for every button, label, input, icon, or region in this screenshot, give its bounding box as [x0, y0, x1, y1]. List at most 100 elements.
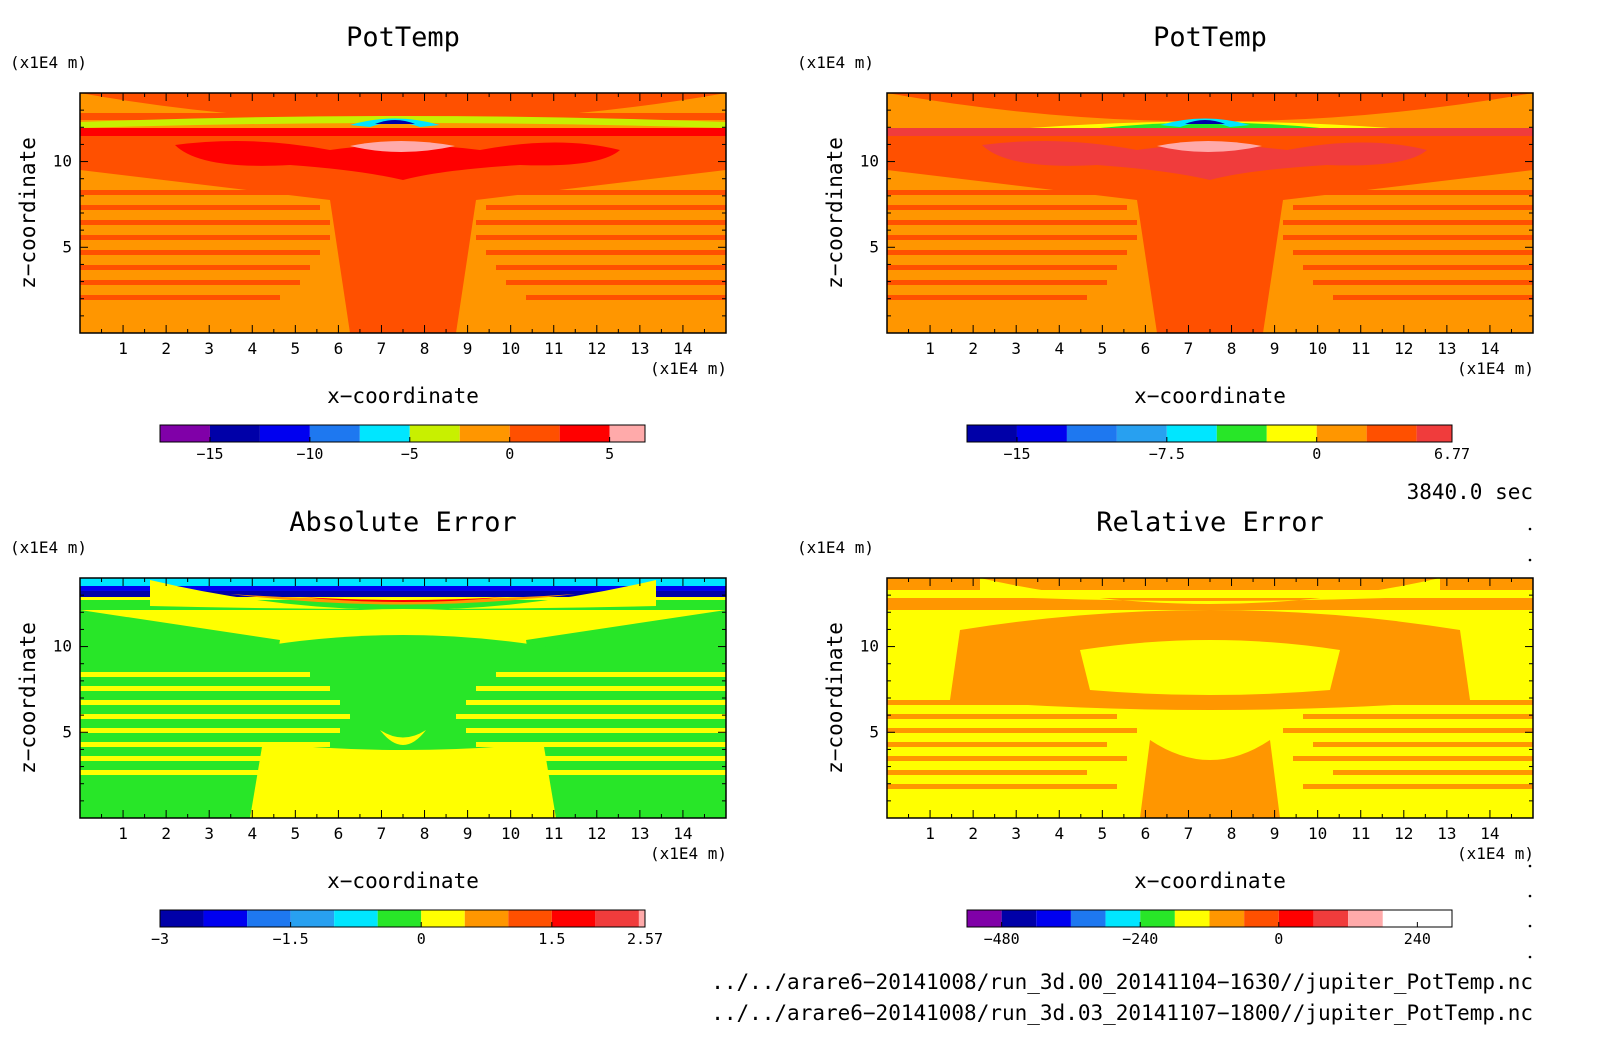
colorbar-segment	[377, 910, 422, 927]
y-tick-label: 10	[860, 637, 879, 656]
x-tick-label: 13	[1437, 824, 1456, 843]
x-tick-label: 8	[1227, 824, 1237, 843]
colorbar-segment	[160, 425, 210, 442]
colorbar-segment	[609, 425, 645, 442]
colorbar-segment	[1366, 425, 1417, 442]
panel-title: PotTemp	[346, 22, 460, 53]
x-tick-label: 11	[1351, 339, 1370, 358]
x-tick-label: 11	[544, 824, 563, 843]
x-tick-label: 6	[1141, 824, 1151, 843]
colorbar-segment	[551, 910, 596, 927]
x-tick-label: 14	[673, 824, 692, 843]
colorbar-tick-label: −5	[401, 445, 419, 463]
x-tick-label: 3	[1011, 339, 1021, 358]
field-arc-orange	[80, 93, 726, 122]
x-tick-label: 7	[377, 824, 387, 843]
x-axis-label: x−coordinate	[1134, 384, 1286, 408]
x-tick-label: 8	[420, 339, 430, 358]
panel-title: PotTemp	[1153, 22, 1267, 53]
colorbar-segment	[421, 910, 465, 927]
x-tick-label: 14	[1480, 339, 1499, 358]
x-tick-label: 7	[377, 339, 387, 358]
field-arc-orange	[887, 93, 1533, 122]
y-tick-label: 10	[860, 152, 879, 171]
x-tick-label: 4	[1054, 339, 1064, 358]
x-tick-label: 8	[420, 824, 430, 843]
time-label: 3840.0 sec	[1407, 480, 1533, 504]
colorbar-segment	[1278, 910, 1314, 927]
file-path-reference: ../../arare6−20141008/run_3d.00_20141104…	[711, 970, 1533, 994]
y-unit-label: (x1E4 m)	[10, 538, 87, 557]
colorbar-tick-label: −240	[1122, 930, 1158, 948]
colorbar-tick-label: 2.57	[627, 930, 663, 948]
colorbar-segment	[1316, 425, 1367, 442]
colorbar-segment	[464, 910, 509, 927]
field-blob-red	[175, 141, 620, 180]
y-unit-label: (x1E4 m)	[10, 53, 87, 72]
dot-column	[1528, 527, 1532, 959]
colorbar-segment	[1348, 910, 1383, 927]
field-band-navy	[80, 591, 726, 597]
x-tick-label: 4	[1054, 824, 1064, 843]
field-arc-cyan	[1160, 118, 1250, 127]
colorbar-tick-label: −480	[984, 930, 1020, 948]
colorbar-segment	[967, 910, 1002, 927]
colorbar-tick-label: 1.5	[538, 930, 565, 948]
colorbar-segment	[1244, 910, 1279, 927]
y-tick-label: 5	[869, 722, 879, 741]
field-band-green	[80, 600, 726, 610]
colorbar: −15 −7.5 0 6.77	[966, 424, 1470, 463]
field-stripes	[887, 700, 1533, 789]
field-center-yellow	[380, 730, 426, 745]
colorbar-segment	[1066, 425, 1117, 442]
x-tick-label: 5	[1098, 339, 1108, 358]
colorbar-segment	[309, 425, 360, 442]
panel-title: Absolute Error	[289, 507, 517, 538]
colorbar-segment	[247, 910, 291, 927]
x-tick-label: 1	[118, 824, 128, 843]
field-arc-orange	[230, 594, 576, 605]
colorbar-segment	[1105, 910, 1141, 927]
x-tick-label: 8	[1227, 339, 1237, 358]
x-tick-label: 9	[1270, 824, 1280, 843]
colorbar-segment	[1174, 910, 1210, 927]
field-blob-pink	[1157, 141, 1262, 152]
x-tick-label: 13	[1437, 339, 1456, 358]
colorbar: −480 −240 0 240	[966, 909, 1453, 948]
y-axis-ticks: 5 10	[53, 92, 726, 317]
colorbar-segment	[1116, 425, 1167, 442]
x-unit-label: (x1E4 m)	[1457, 844, 1534, 863]
file-path-test: ../../arare6−20141008/run_3d.03_20141107…	[711, 1001, 1533, 1025]
field-arc-cyan	[350, 118, 440, 127]
field-blob-pink	[350, 141, 455, 152]
colorbar-segment	[508, 910, 552, 927]
colorbar-segment	[359, 425, 410, 442]
colorbar-segment	[1266, 425, 1317, 442]
colorbar-tick-label: 0	[505, 445, 514, 463]
y-axis-label: z−coordinate	[16, 622, 40, 774]
x-tick-label: 3	[204, 339, 214, 358]
field-stripes	[887, 190, 1533, 300]
x-axis-label: x−coordinate	[327, 869, 479, 893]
heatmap-field	[887, 93, 1533, 333]
field-arc-blue	[1185, 120, 1225, 124]
x-tick-label: 2	[968, 824, 978, 843]
x-tick-label: 12	[1394, 824, 1413, 843]
panel-absolute-error: Absolute Error (x1E4 m)	[10, 507, 727, 948]
colorbar-segment	[160, 910, 204, 927]
colorbar-tick-label: −3	[151, 930, 169, 948]
colorbar: −3 −1.5 0 1.5 2.57	[151, 909, 663, 948]
colorbar-segment	[259, 425, 310, 442]
colorbar-segment	[509, 425, 560, 442]
colorbar-tick-label: −15	[196, 445, 223, 463]
x-tick-label: 1	[118, 339, 128, 358]
colorbar: −15 −10 −5 0 5	[159, 424, 646, 463]
x-tick-label: 6	[1141, 339, 1151, 358]
colorbar-segment	[409, 425, 460, 442]
x-tick-label: 2	[968, 339, 978, 358]
x-tick-label: 6	[334, 339, 344, 358]
colorbar-segment	[203, 910, 248, 927]
y-axis-label: z−coordinate	[823, 137, 847, 289]
y-tick-label: 5	[62, 722, 72, 741]
